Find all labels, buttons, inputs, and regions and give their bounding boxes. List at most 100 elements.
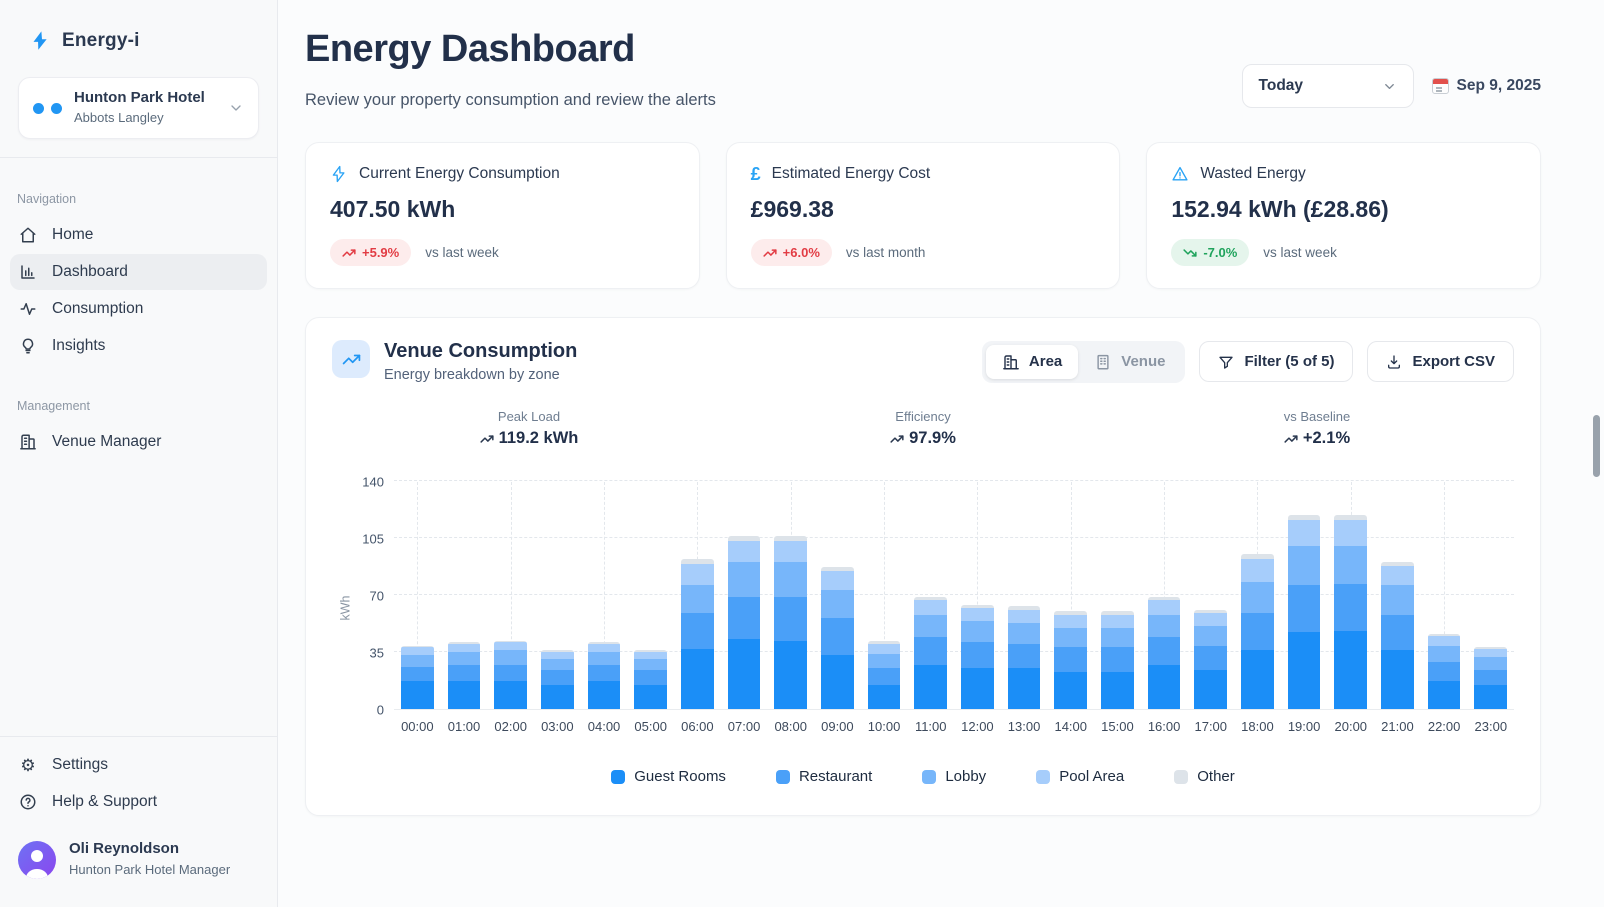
legend-swatch bbox=[922, 769, 937, 784]
sidebar-item-venue-manager[interactable]: Venue Manager bbox=[10, 424, 267, 460]
bar-slot-17:00 bbox=[1187, 482, 1234, 709]
stacked-bar-11:00[interactable] bbox=[914, 596, 948, 709]
segment-restaurant bbox=[1241, 612, 1274, 651]
segment-restaurant bbox=[494, 665, 527, 682]
segment-restaurant bbox=[587, 665, 621, 682]
segment-guest-rooms bbox=[681, 648, 714, 709]
mini-stat-efficiency: Efficiency 97.9% bbox=[726, 409, 1120, 448]
y-tick: 140 bbox=[362, 474, 384, 490]
stacked-bar-08:00[interactable] bbox=[774, 536, 808, 709]
x-tick: 15:00 bbox=[1101, 719, 1134, 734]
segment-other bbox=[1101, 611, 1134, 615]
x-tick: 18:00 bbox=[1241, 719, 1274, 734]
bar-slot-15:00 bbox=[1094, 482, 1141, 709]
main-content: Energy Dashboard Review your property co… bbox=[278, 0, 1604, 907]
segment-guest-rooms bbox=[447, 681, 481, 709]
stacked-bar-09:00[interactable] bbox=[821, 567, 854, 709]
stat-card-title: Current Energy Consumption bbox=[359, 165, 560, 182]
stacked-bar-15:00[interactable] bbox=[1101, 611, 1134, 709]
user-profile[interactable]: Oli Reynoldson Hunton Park Hotel Manager bbox=[0, 821, 277, 907]
filter-button[interactable]: Filter (5 of 5) bbox=[1199, 341, 1354, 382]
stacked-bar-04:00[interactable] bbox=[587, 642, 621, 709]
segment-pool-area bbox=[1474, 648, 1508, 657]
stacked-bar-22:00[interactable] bbox=[1427, 634, 1461, 709]
segment-lobby bbox=[1334, 546, 1368, 584]
section-label-management: Management bbox=[17, 399, 90, 413]
segment-lobby bbox=[1101, 627, 1134, 648]
legend-item-guest-rooms[interactable]: Guest Rooms bbox=[611, 768, 726, 785]
current-date-label: Sep 9, 2025 bbox=[1456, 77, 1541, 94]
bar-slot-23:00 bbox=[1467, 482, 1514, 709]
sidebar-item-insights[interactable]: Insights bbox=[10, 328, 267, 364]
stacked-bar-01:00[interactable] bbox=[447, 642, 481, 709]
legend-item-other[interactable]: Other bbox=[1174, 768, 1235, 785]
toggle-option-area[interactable]: Area bbox=[985, 344, 1079, 379]
segment-restaurant bbox=[401, 666, 434, 682]
segment-pool-area bbox=[961, 608, 994, 622]
sidebar-item-help-support[interactable]: Help & Support bbox=[10, 784, 267, 820]
segment-pool-area bbox=[494, 642, 527, 651]
stat-card-current-energy-consumption: Current Energy Consumption 407.50 kWh +5.9… bbox=[305, 142, 700, 289]
help-icon bbox=[18, 793, 38, 811]
export-csv-button[interactable]: Export CSV bbox=[1367, 341, 1514, 382]
segment-guest-rooms bbox=[634, 684, 668, 709]
segment-other bbox=[821, 567, 854, 571]
date-range-select[interactable]: Today bbox=[1241, 64, 1414, 108]
warning-icon bbox=[1171, 165, 1189, 183]
x-tick: 21:00 bbox=[1381, 719, 1414, 734]
stacked-bar-17:00[interactable] bbox=[1194, 609, 1228, 709]
legend-item-pool-area[interactable]: Pool Area bbox=[1036, 768, 1124, 785]
segment-other bbox=[1427, 634, 1461, 636]
stacked-bar-20:00[interactable] bbox=[1334, 515, 1368, 709]
stacked-bar-13:00[interactable] bbox=[1007, 606, 1041, 709]
stacked-bar-00:00[interactable] bbox=[401, 645, 434, 709]
legend-item-restaurant[interactable]: Restaurant bbox=[775, 768, 872, 785]
segment-restaurant bbox=[867, 668, 901, 685]
trend-badge: +6.0% bbox=[750, 239, 832, 266]
segment-guest-rooms bbox=[1427, 681, 1461, 709]
segment-guest-rooms bbox=[401, 681, 434, 709]
stacked-bar-14:00[interactable] bbox=[1054, 611, 1088, 709]
segment-pool-area bbox=[1101, 614, 1134, 628]
segment-guest-rooms bbox=[914, 665, 948, 709]
stacked-bar-19:00[interactable] bbox=[1287, 515, 1321, 709]
trend-badge: +5.9% bbox=[330, 239, 412, 266]
scrollbar-thumb[interactable] bbox=[1593, 415, 1600, 477]
segment-guest-rooms bbox=[587, 681, 621, 709]
stacked-bar-23:00[interactable] bbox=[1474, 647, 1508, 709]
legend-item-lobby[interactable]: Lobby bbox=[922, 768, 986, 785]
stacked-bar-21:00[interactable] bbox=[1381, 562, 1414, 709]
stacked-bar-02:00[interactable] bbox=[494, 640, 527, 709]
user-name: Oli Reynoldson bbox=[69, 840, 180, 858]
filter-label: Filter (5 of 5) bbox=[1244, 353, 1335, 370]
bar-slot-19:00 bbox=[1281, 482, 1328, 709]
gridline-v bbox=[1164, 482, 1165, 709]
sidebar-item-settings[interactable]: ⚙ Settings bbox=[10, 747, 267, 783]
segment-restaurant bbox=[1101, 647, 1134, 672]
stacked-bar-05:00[interactable] bbox=[634, 650, 668, 709]
stacked-bar-12:00[interactable] bbox=[961, 604, 994, 709]
segment-other bbox=[1334, 515, 1368, 521]
toggle-option-venue[interactable]: Venue bbox=[1078, 345, 1181, 379]
y-tick: 105 bbox=[362, 531, 384, 547]
stacked-bar-07:00[interactable] bbox=[727, 536, 761, 709]
dashboard-icon bbox=[18, 263, 38, 281]
property-selector[interactable]: Hunton Park Hotel Abbots Langley bbox=[18, 77, 259, 139]
sidebar-item-consumption[interactable]: Consumption bbox=[10, 291, 267, 327]
sidebar-item-home[interactable]: Home bbox=[10, 217, 267, 253]
stat-card-title: Wasted Energy bbox=[1200, 165, 1306, 182]
consumption-icon bbox=[18, 300, 38, 318]
segment-other bbox=[914, 596, 948, 600]
stacked-bar-06:00[interactable] bbox=[681, 559, 714, 709]
segment-pool-area bbox=[1287, 520, 1321, 547]
stacked-bar-18:00[interactable] bbox=[1241, 554, 1274, 709]
stacked-bar-16:00[interactable] bbox=[1147, 596, 1181, 709]
home-icon bbox=[18, 226, 38, 244]
bar-slot-05:00 bbox=[627, 482, 674, 709]
segment-lobby bbox=[1381, 585, 1414, 615]
segment-other bbox=[447, 642, 481, 644]
gridline-v bbox=[417, 482, 419, 709]
sidebar-item-dashboard[interactable]: Dashboard bbox=[10, 254, 267, 290]
stacked-bar-03:00[interactable] bbox=[541, 650, 574, 709]
stacked-bar-10:00[interactable] bbox=[867, 640, 901, 709]
